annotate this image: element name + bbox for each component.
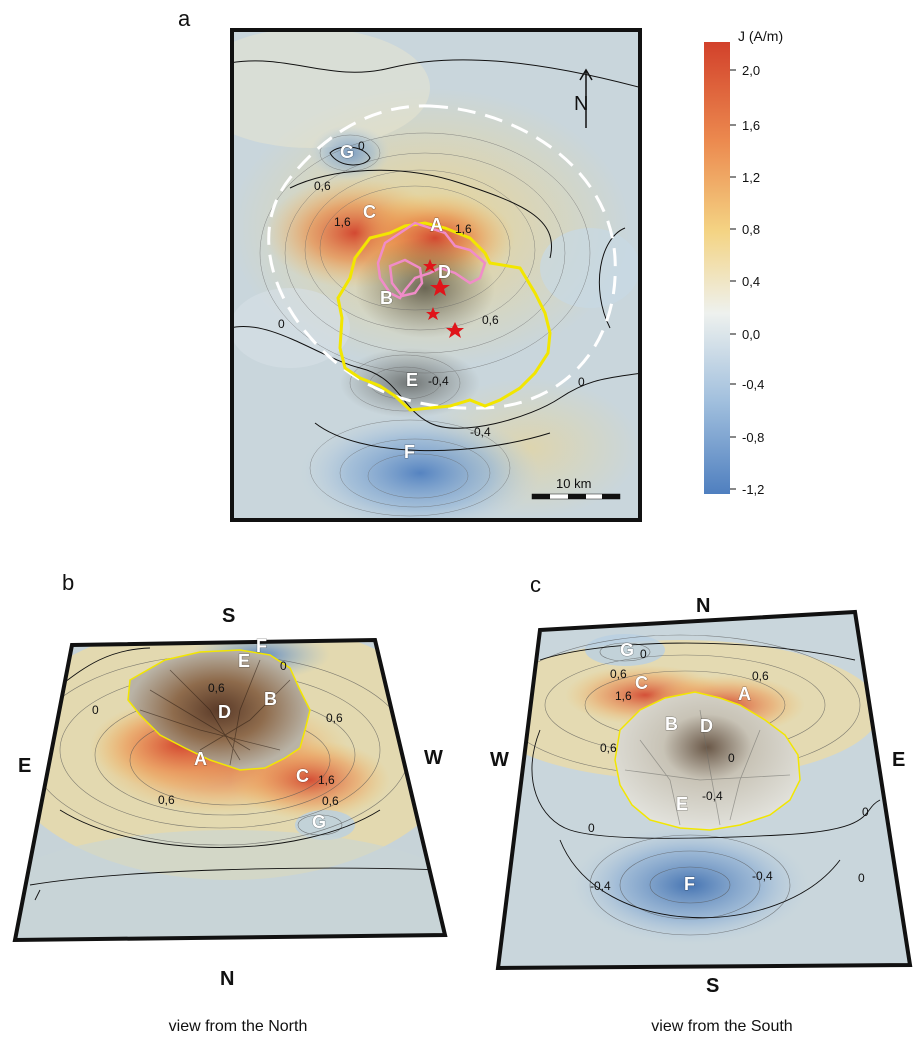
contour-label: -0,4 bbox=[428, 374, 449, 388]
anomaly-label-f: F bbox=[684, 874, 695, 894]
contour-label: 0,6 bbox=[482, 313, 499, 327]
contour-label: 0,6 bbox=[322, 794, 339, 808]
contour-label: 1,6 bbox=[334, 215, 351, 229]
anomaly-label-a: A bbox=[738, 684, 751, 704]
contour-label: 0,6 bbox=[610, 667, 627, 681]
contour-label: 0 bbox=[278, 317, 285, 331]
panel-c-caption: view from the South bbox=[651, 1018, 793, 1035]
colorbar-tick: -0,4 bbox=[742, 377, 764, 392]
panel-a-map: 0 0,6 1,6 1,6 0,6 0 0 -0,4 -0,4 A B C D … bbox=[230, 28, 642, 522]
colorbar-tick: 1,6 bbox=[742, 118, 760, 133]
contour-label: -0,4 bbox=[702, 789, 723, 803]
direction-bottom: S bbox=[706, 975, 719, 997]
panel-b-caption: view from the North bbox=[168, 1018, 308, 1035]
svg-text:10 km: 10 km bbox=[556, 476, 591, 491]
contour-label: 0,6 bbox=[314, 179, 331, 193]
direction-left: E bbox=[18, 755, 31, 777]
direction-left: W bbox=[490, 749, 509, 771]
colorbar-tick: 0,4 bbox=[742, 274, 760, 289]
anomaly-label-g: G bbox=[312, 812, 326, 832]
anomaly-label-b: B bbox=[264, 689, 277, 709]
anomaly-label-f: F bbox=[256, 636, 267, 656]
anomaly-label-e: E bbox=[406, 370, 418, 390]
colorbar-tick: 0,0 bbox=[742, 327, 760, 342]
anomaly-label-c: C bbox=[635, 673, 648, 693]
colorbar-tick: 2,0 bbox=[742, 63, 760, 78]
contour-label: 0,6 bbox=[158, 793, 175, 807]
panel-a-letter: a bbox=[178, 6, 191, 31]
contour-label: 0 bbox=[588, 821, 595, 835]
contour-label: 0,6 bbox=[208, 681, 225, 695]
colorbar-tick: -0,8 bbox=[742, 430, 764, 445]
panel-c-3d-view: 0 0,6 1,6 0,6 0,6 0 -0,4 0 -0,4 -0,4 0 0… bbox=[490, 595, 913, 997]
colorbar-tick: 0,8 bbox=[742, 222, 760, 237]
anomaly-label-d: D bbox=[218, 702, 231, 722]
panel-c-letter: c bbox=[530, 572, 541, 597]
contour-label: 0 bbox=[280, 659, 287, 673]
contour-label: 1,6 bbox=[455, 222, 472, 236]
scale-bar: 10 km bbox=[531, 476, 621, 500]
contour-label: -0,4 bbox=[590, 879, 611, 893]
contour-label: 0,6 bbox=[600, 741, 617, 755]
direction-right: W bbox=[424, 747, 443, 769]
anomaly-label-c: C bbox=[296, 766, 309, 786]
anomaly-label-g: G bbox=[620, 640, 634, 660]
contour-label: 0 bbox=[728, 751, 735, 765]
contour-label: 1,6 bbox=[615, 689, 632, 703]
colorbar-tick: -1,2 bbox=[742, 482, 764, 497]
panel-b-3d-view: 0,6 0,6 0,6 1,6 0,6 0 0 F E B D A C G S … bbox=[12, 605, 448, 990]
anomaly-label-e: E bbox=[676, 794, 688, 814]
anomaly-label-c: C bbox=[363, 202, 376, 222]
contour-label: 0,6 bbox=[326, 711, 343, 725]
anomaly-label-b: B bbox=[665, 714, 678, 734]
anomaly-label-d: D bbox=[700, 716, 713, 736]
colorbar-title: J (A/m) bbox=[738, 28, 784, 44]
direction-top: S bbox=[222, 605, 235, 627]
anomaly-label-a: A bbox=[194, 749, 207, 769]
anomaly-label-a: A bbox=[430, 215, 443, 235]
contour-label: 0 bbox=[578, 375, 585, 389]
contour-label: 0 bbox=[640, 647, 647, 661]
direction-right: E bbox=[892, 749, 905, 771]
direction-top: N bbox=[696, 595, 710, 617]
colorbar-tick: 1,2 bbox=[742, 170, 760, 185]
north-arrow-icon: N bbox=[574, 68, 593, 128]
anomaly-label-f: F bbox=[404, 442, 415, 462]
contour-label: 0,6 bbox=[752, 669, 769, 683]
anomaly-label-e: E bbox=[238, 651, 250, 671]
anomaly-label-b: B bbox=[380, 288, 393, 308]
contour-label: 0 bbox=[858, 871, 865, 885]
anomaly-label-d: D bbox=[438, 262, 451, 282]
colorbar: 2,0 1,6 1,2 0,8 0,4 0,0 -0,4 -0,8 -1,2 bbox=[704, 42, 764, 497]
direction-bottom: N bbox=[220, 968, 234, 990]
contour-label: 0 bbox=[862, 805, 869, 819]
anomaly-label-g: G bbox=[340, 142, 354, 162]
contour-label: -0,4 bbox=[470, 425, 491, 439]
contour-label: 0 bbox=[358, 139, 365, 153]
contour-label: 1,6 bbox=[318, 773, 335, 787]
svg-text:N: N bbox=[574, 93, 588, 115]
contour-label: -0,4 bbox=[752, 869, 773, 883]
contour-label: 0 bbox=[92, 703, 99, 717]
panel-b-letter: b bbox=[62, 570, 75, 595]
